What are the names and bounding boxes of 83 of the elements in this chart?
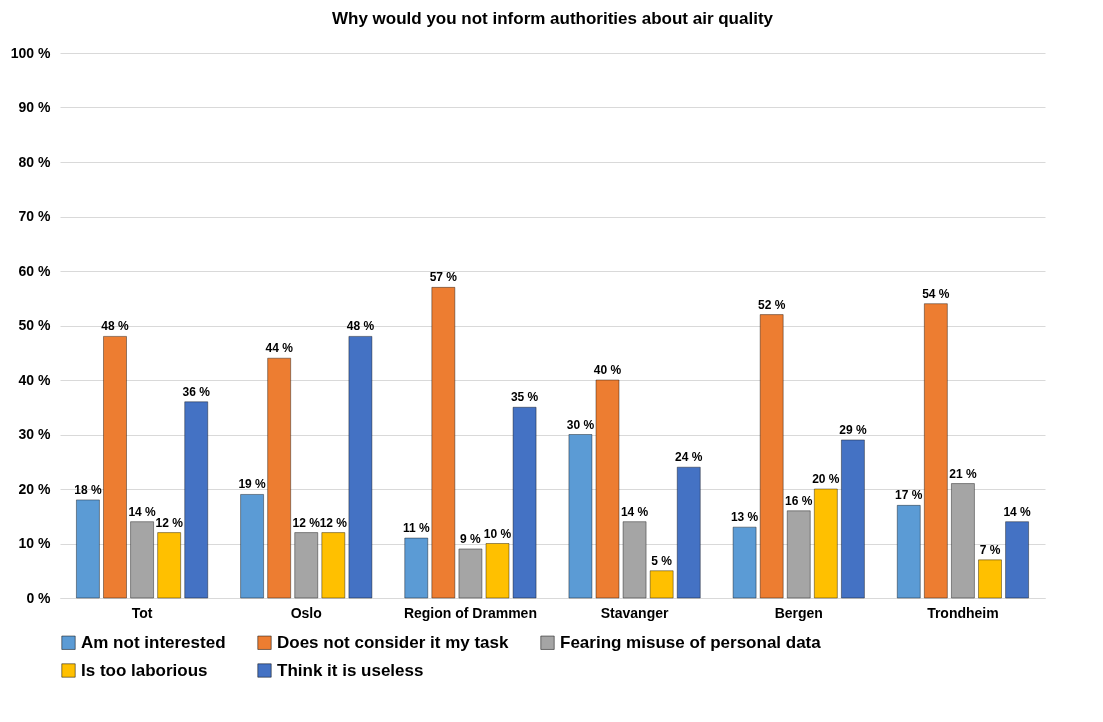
- bar: [759, 314, 784, 599]
- data-label: 48 %: [346, 319, 375, 334]
- data-label: 19 %: [238, 477, 267, 492]
- legend-label: Is too laborious: [81, 660, 208, 680]
- bar: [431, 287, 456, 599]
- x-tick-label: Region of Drammen: [403, 604, 537, 621]
- y-tick-label: 60 %: [18, 262, 52, 279]
- data-label: 48 %: [101, 319, 130, 334]
- bar: [787, 510, 811, 599]
- y-tick-label: 100 %: [10, 44, 52, 61]
- bar: [649, 570, 674, 599]
- bar: [595, 379, 620, 599]
- data-label: 44 %: [265, 341, 294, 356]
- data-label: 14 %: [1003, 504, 1032, 519]
- bar: [348, 336, 373, 599]
- data-label: 30 %: [566, 417, 595, 432]
- data-label: 9 %: [460, 531, 482, 546]
- y-tick-label: 40 %: [18, 371, 52, 388]
- chart-title: Why would you not inform authorities about air quality: [331, 9, 774, 28]
- data-label: 12 %: [319, 515, 348, 530]
- bar: [458, 548, 483, 599]
- y-tick-label: 30 %: [18, 426, 52, 442]
- bar: [677, 467, 701, 599]
- data-label: 16 %: [785, 493, 813, 508]
- bar: [76, 499, 100, 599]
- data-label: 52 %: [757, 297, 786, 312]
- data-label: 54 %: [922, 286, 950, 301]
- data-label: 40 %: [593, 363, 622, 377]
- data-label: 29 %: [839, 422, 867, 437]
- bar: [978, 559, 1002, 599]
- data-label: 10 %: [483, 526, 512, 541]
- bar: [103, 336, 127, 599]
- bar: [568, 434, 593, 599]
- data-label: 14 %: [620, 504, 649, 519]
- x-tick-label: Oslo: [290, 604, 322, 621]
- bar: [924, 303, 948, 599]
- x-tick-label: Tot: [131, 604, 153, 621]
- bar: [184, 401, 208, 599]
- data-label: 7 %: [979, 542, 1001, 557]
- bar: [157, 532, 181, 599]
- data-label: 13 %: [730, 510, 759, 525]
- y-tick-label: 0 %: [26, 589, 52, 606]
- data-label: 24 %: [675, 450, 703, 465]
- data-label: 57 %: [429, 270, 458, 285]
- legend-label: Think it is useless: [277, 660, 424, 680]
- legend-label: Does not consider it my task: [277, 632, 509, 652]
- bar: [321, 532, 346, 599]
- bar: [897, 505, 921, 599]
- legend-label: Fearing misuse of personal data: [560, 632, 822, 652]
- x-tick-label: Stavanger: [600, 604, 669, 621]
- y-tick-label: 20 %: [18, 480, 52, 497]
- data-label: 35 %: [510, 390, 539, 405]
- data-label: 17 %: [895, 488, 923, 503]
- data-label: 11 %: [402, 521, 430, 536]
- data-label: 12 %: [292, 515, 321, 530]
- y-tick-label: 70 %: [18, 208, 52, 224]
- bar: [512, 407, 537, 599]
- data-label: 20 %: [812, 472, 840, 486]
- data-label: 36 %: [182, 384, 211, 399]
- data-label: 18 %: [74, 482, 102, 497]
- bar: [404, 537, 428, 599]
- y-tick-label: 80 %: [18, 153, 52, 170]
- y-tick-label: 90 %: [18, 99, 52, 115]
- data-label: 5 %: [651, 553, 673, 568]
- x-tick-label: Bergen: [774, 604, 823, 621]
- bar: [130, 521, 154, 599]
- bar: [240, 494, 264, 599]
- legend-label: Am not interested: [81, 632, 226, 652]
- bar: [622, 521, 647, 599]
- bar: [267, 358, 291, 599]
- x-tick-label: Trondheim: [927, 604, 999, 621]
- bar: [841, 439, 865, 599]
- bar: [951, 483, 975, 599]
- bar: [485, 543, 510, 599]
- bar: [294, 532, 318, 599]
- data-label: 21 %: [949, 466, 977, 481]
- data-label: 12 %: [155, 515, 184, 530]
- data-label: 14 %: [128, 504, 157, 519]
- y-tick-label: 50 %: [18, 317, 52, 333]
- bar: [1005, 521, 1029, 599]
- y-tick-label: 10 %: [18, 535, 52, 551]
- bar: [814, 488, 838, 599]
- bar: [732, 526, 757, 599]
